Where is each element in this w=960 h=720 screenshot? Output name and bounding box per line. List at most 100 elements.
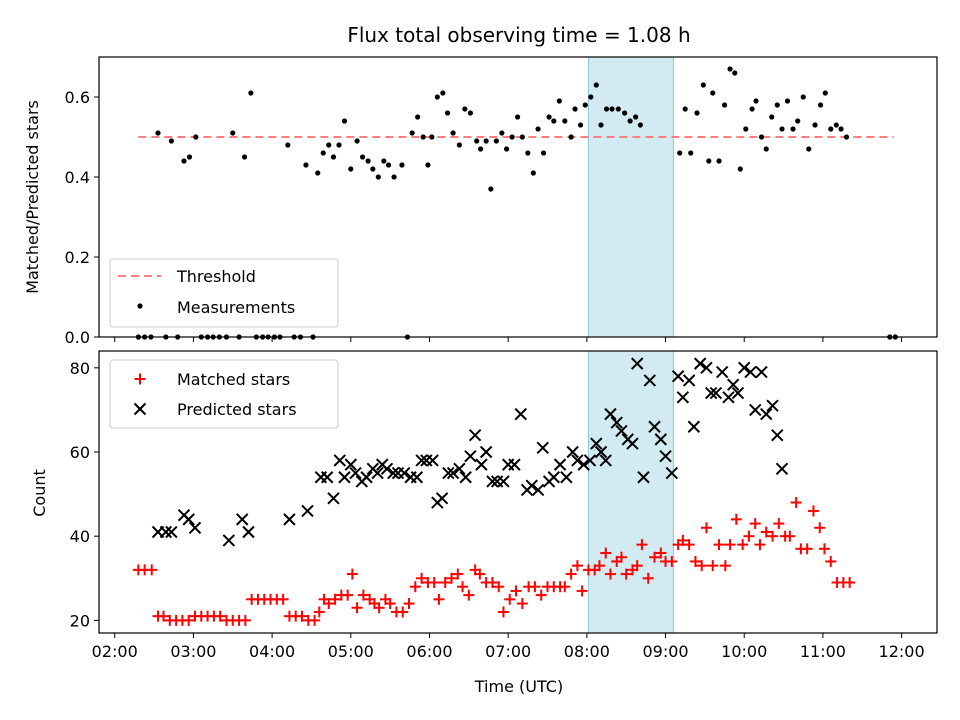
matched-point — [790, 497, 802, 509]
matched-point — [452, 568, 464, 580]
measurement-point — [509, 134, 515, 140]
matched-point — [296, 610, 308, 622]
matched-point — [239, 614, 251, 626]
predicted-point — [435, 492, 449, 505]
predicted-point — [687, 420, 701, 433]
matched-point — [655, 547, 667, 559]
predicted-point — [360, 471, 373, 484]
matched-point — [397, 606, 409, 618]
predicted-point — [676, 391, 690, 404]
predicted-point — [536, 441, 549, 455]
predicted-point — [643, 374, 657, 387]
measurement-point — [365, 158, 371, 164]
x-tick-label: 05:00 — [328, 642, 374, 661]
predicted-point — [553, 458, 567, 471]
predicted-point — [547, 471, 561, 484]
measurement-point — [483, 138, 489, 144]
measurement-point — [727, 66, 733, 72]
measurement-point — [732, 70, 738, 76]
measurement-point — [568, 134, 574, 140]
predicted-point — [453, 462, 466, 476]
predicted-point — [571, 454, 584, 467]
matched-point — [309, 614, 321, 626]
predicted-point — [700, 361, 713, 375]
predicted-point — [497, 475, 510, 488]
measurement-point — [354, 138, 360, 144]
predicted-point — [344, 458, 358, 471]
matched-point — [342, 589, 354, 601]
predicted-point — [165, 525, 178, 539]
predicted-point — [236, 513, 249, 526]
predicted-point — [637, 471, 650, 484]
bottom-marks — [132, 357, 856, 626]
measurement-point — [838, 126, 844, 132]
predicted-point — [771, 428, 784, 442]
predicted-point — [604, 407, 617, 421]
predicted-point — [410, 471, 424, 484]
matched-point — [433, 593, 445, 605]
predicted-point — [566, 445, 579, 459]
matched-point — [357, 589, 369, 601]
measurement-point — [488, 186, 494, 192]
measurement-point — [503, 146, 510, 152]
matched-point — [329, 593, 341, 605]
predicted-point — [415, 454, 428, 467]
bottom-y-ticks: 20 40 60 80 — [70, 359, 99, 630]
predicted-point — [560, 471, 573, 484]
top-y-axis-label: Matched/Predicted stars — [23, 100, 42, 294]
measurement-point — [603, 106, 610, 112]
measurement-point — [478, 146, 484, 152]
matched-point — [183, 614, 195, 626]
measurement-point — [694, 110, 700, 116]
matched-point — [493, 581, 505, 593]
measurement-point — [519, 134, 525, 140]
matched-point — [615, 551, 627, 563]
measurement-point — [769, 114, 775, 120]
predicted-point — [464, 450, 477, 463]
measurement-point — [450, 130, 456, 136]
y-tick-label: 0.0 — [65, 328, 90, 347]
measurement-point — [540, 150, 547, 156]
y-tick-label: 0.6 — [65, 88, 90, 107]
predicted-point — [693, 357, 707, 370]
predicted-point — [704, 386, 718, 400]
measurement-point — [462, 106, 468, 112]
predicted-point — [475, 458, 488, 471]
measurement-point — [817, 102, 824, 108]
predicted-point — [599, 454, 612, 467]
measurement-point — [682, 106, 688, 112]
matched-point — [631, 560, 643, 572]
matched-point — [463, 589, 475, 601]
measurement-point — [688, 150, 694, 156]
matched-point — [409, 581, 421, 593]
measurement-point — [806, 146, 812, 152]
panel-top: 0.0 0.2 0.4 0.6 Matched/Predicted stars Thr… — [23, 56, 938, 347]
highlight-span-top — [587, 56, 674, 338]
matched-point — [593, 560, 605, 572]
predicted-point — [380, 462, 394, 476]
x-tick-label: 03:00 — [170, 642, 216, 661]
measurement-point — [609, 106, 615, 112]
measurement-point — [577, 122, 584, 128]
predicted-point — [398, 466, 411, 480]
matched-point — [724, 539, 736, 551]
measurement-point — [499, 130, 505, 136]
x-tick-label: 12:00 — [879, 642, 925, 661]
matched-point — [516, 598, 528, 610]
matched-point — [158, 610, 170, 622]
y-tick-label: 60 — [70, 443, 90, 462]
measurement-point — [434, 94, 440, 100]
predicted-point — [749, 403, 762, 417]
predicted-point — [594, 445, 608, 459]
measurement-point — [370, 166, 376, 172]
measurement-point — [637, 122, 643, 128]
predicted-point — [665, 466, 679, 480]
measurement-point — [784, 98, 791, 104]
matched-point — [604, 568, 616, 580]
x-tick-label: 09:00 — [642, 642, 688, 661]
predicted-point — [338, 471, 351, 484]
predicted-point — [615, 424, 628, 438]
measurement-point — [700, 82, 706, 88]
matched-point — [767, 530, 779, 542]
